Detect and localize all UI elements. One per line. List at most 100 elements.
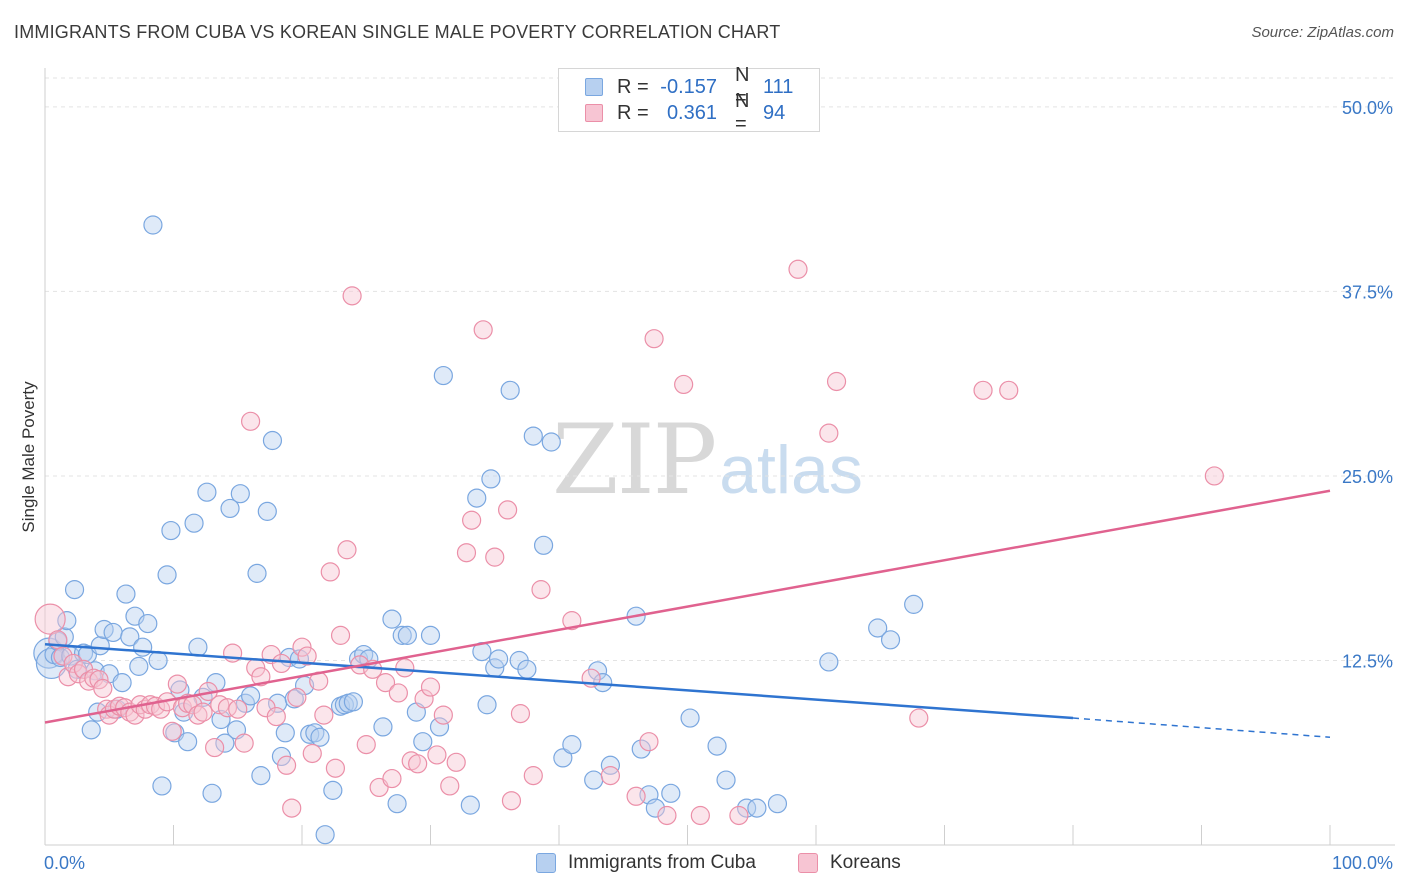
data-point: [562, 611, 582, 631]
data-point: [485, 547, 505, 567]
data-point: [375, 673, 396, 693]
y-tick-label: 50.0%: [1342, 98, 1393, 118]
data-point: [271, 746, 292, 767]
y-tick-label: 12.5%: [1342, 651, 1393, 671]
data-point: [382, 609, 402, 629]
data-point: [342, 286, 362, 306]
data-point: [178, 732, 198, 752]
data-point: [266, 706, 286, 727]
data-point: [517, 659, 537, 679]
data-point: [584, 770, 604, 790]
data-point: [241, 411, 261, 431]
legend-item-koreans[interactable]: Koreans: [798, 852, 901, 874]
legend-row-koreans: R = 0.361 N = 94: [585, 90, 785, 135]
data-point: [973, 380, 993, 400]
data-point: [282, 798, 302, 818]
data-point: [184, 513, 204, 533]
data-point: [904, 594, 924, 614]
data-point: [215, 733, 235, 753]
data-point: [57, 611, 77, 631]
correlation-legend: R = -0.157 N = 111 R = 0.361 N = 94: [558, 64, 820, 135]
data-point: [420, 625, 441, 645]
data-point: [1204, 466, 1224, 486]
data-point: [120, 627, 140, 647]
y-tick-label: 37.5%: [1342, 282, 1393, 302]
data-point: [553, 748, 573, 768]
data-point: [440, 776, 460, 796]
data-point: [408, 754, 428, 774]
data-point: [680, 708, 700, 728]
data-point: [302, 743, 322, 764]
data-point: [631, 739, 651, 759]
data-point: [489, 649, 509, 669]
data-point: [129, 656, 149, 676]
series-legend: Immigrants from Cuba Koreans: [0, 852, 1406, 878]
data-point: [325, 758, 346, 778]
data-point: [103, 622, 123, 643]
data-point: [397, 625, 417, 645]
data-point: [645, 798, 665, 818]
chart-title: IMMIGRANTS FROM CUBA VS KOREAN SINGLE MA…: [14, 22, 781, 42]
data-point: [477, 695, 497, 715]
data-point: [788, 259, 808, 279]
data-point: [498, 500, 518, 520]
data-point: [251, 766, 271, 786]
data-point: [523, 426, 543, 446]
legend-label-koreans: Koreans: [830, 852, 901, 873]
data-point: [657, 805, 677, 826]
legend-label-cuba: Immigrants from Cuba: [568, 852, 756, 873]
data-point: [707, 736, 727, 756]
data-point: [414, 689, 434, 709]
data-point: [413, 732, 433, 752]
data-point: [205, 737, 225, 758]
data-point: [230, 484, 250, 504]
data-point: [819, 652, 839, 672]
data-point: [373, 717, 393, 737]
data-point: [467, 488, 487, 508]
legend-item-cuba[interactable]: Immigrants from Cuba: [536, 852, 756, 874]
y-tick-label: 25.0%: [1342, 467, 1393, 487]
data-point: [909, 708, 929, 728]
data-point: [133, 637, 153, 657]
data-point: [661, 783, 681, 803]
axis-labels: 12.5% 25.0% 37.5% 50.0% 0.0% 100.0% Single Mal…: [19, 98, 1393, 873]
data-point: [276, 755, 297, 775]
data-point: [197, 482, 217, 502]
data-point: [674, 374, 694, 395]
data-point: [388, 683, 408, 703]
data-point: [747, 798, 767, 818]
data-point: [600, 766, 621, 786]
data-point: [320, 562, 340, 582]
data-point: [541, 432, 561, 452]
data-point: [148, 650, 168, 671]
x-tick-label-max: 100.0%: [1332, 853, 1393, 873]
data-point: [63, 653, 83, 674]
data-point: [247, 563, 267, 583]
data-point: [626, 786, 646, 806]
source-label: Source: ZipAtlas.com: [1251, 24, 1394, 41]
data-point: [533, 535, 554, 555]
data-point: [337, 540, 357, 560]
data-point: [639, 732, 659, 752]
data-point: [999, 380, 1019, 400]
data-point: [217, 698, 238, 718]
data-point: [716, 770, 736, 790]
data-point: [460, 795, 480, 815]
legend-swatch-cuba: [585, 78, 603, 96]
y-axis-label: Single Male Poverty: [19, 381, 38, 533]
series-koreans: [34, 259, 1224, 826]
data-point: [151, 699, 171, 719]
data-point: [271, 653, 292, 674]
data-point: [644, 329, 664, 349]
data-point: [112, 673, 132, 693]
data-point: [427, 745, 447, 765]
data-point: [523, 766, 543, 786]
data-point: [737, 798, 757, 818]
data-point: [211, 709, 231, 730]
data-point: [433, 705, 453, 725]
data-point: [167, 674, 187, 694]
data-point: [395, 658, 415, 678]
data-point: [297, 646, 317, 666]
data-point: [287, 687, 307, 707]
data-point: [53, 646, 73, 666]
